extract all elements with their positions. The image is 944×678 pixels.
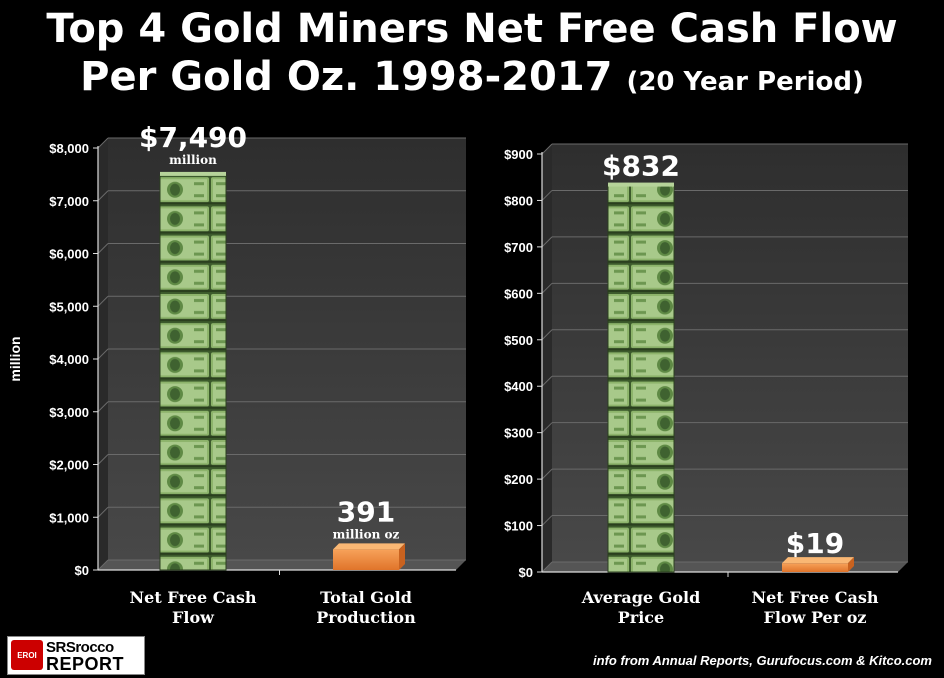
- gridline-diag: [541, 468, 553, 480]
- emblem-text: EROI: [17, 651, 37, 660]
- gridline-diag: [541, 143, 553, 155]
- x-category-label-line: Price: [618, 608, 664, 627]
- gridline-diag: [541, 375, 553, 387]
- logo-word-report: REPORT: [46, 654, 125, 674]
- y-tick-label: $600: [504, 286, 533, 301]
- gridline-diag: [541, 422, 553, 434]
- data-label-value: 391: [337, 495, 395, 528]
- gridline-diag: [97, 454, 109, 465]
- x-category-label: Total Gold Production: [316, 588, 416, 627]
- gridline-diag: [97, 137, 109, 149]
- y-tick-label: $400: [504, 379, 533, 394]
- chart-title-line1: Top 4 Gold Miners Net Free Cash Flow: [46, 6, 898, 52]
- gridline-diag: [541, 236, 553, 248]
- y-tick-label: $900: [504, 147, 533, 162]
- gridline-diag: [541, 561, 553, 573]
- x-category-label: Average Gold Price: [581, 588, 701, 627]
- gridline-diag: [97, 243, 109, 254]
- y-tick-label: $200: [504, 472, 533, 487]
- x-category-label-line: Net Free Cash: [752, 588, 879, 607]
- x-category-label-line: Net Free Cash: [130, 588, 257, 607]
- data-label-value: $7,490: [139, 121, 247, 154]
- y-tick-label: $0: [519, 565, 533, 580]
- data-label-value: $19: [786, 527, 844, 560]
- bar-orange: [782, 563, 848, 572]
- chart-left-net-free-cash-flow: $0 $1,000 $2,000 $3,000 $4,000 $5,000 $6,000 $7…: [7, 121, 466, 627]
- x-category-label-line: Flow Per oz: [764, 608, 867, 627]
- bar-money-top: [160, 171, 226, 176]
- bar-orange-top: [782, 557, 854, 564]
- y-tick-label: $1,000: [49, 510, 89, 525]
- gridline-diag: [97, 190, 109, 202]
- bar-money-stack: [607, 185, 675, 573]
- y-tick-label: $2,000: [49, 458, 89, 473]
- gridline-diag: [97, 559, 109, 571]
- plot-back-wall: [552, 144, 908, 562]
- y-tick-label: $7,000: [49, 194, 89, 209]
- logo-word-srsrocco: SRSrocco: [46, 639, 114, 656]
- y-tick-label: $0: [75, 563, 89, 578]
- gridline-diag: [97, 295, 109, 307]
- x-category-label: Net Free Cash Flow: [130, 588, 257, 627]
- x-category-label-line: Average Gold: [581, 588, 701, 607]
- y-tick-label: $6,000: [49, 247, 89, 262]
- srsrocco-logo: EROI SRSrocco REPORT: [7, 636, 145, 675]
- gridline-diag: [541, 329, 553, 341]
- x-category-label: Net Free Cash Flow Per oz: [752, 588, 879, 627]
- bar-orange-side: [399, 543, 405, 570]
- data-label-unit: million oz: [333, 527, 400, 541]
- gridline-diag: [97, 348, 109, 360]
- chart-right-gold-price: $0 $100 $200 $300 $400 $500 $600 $700 $800 $900 $8…: [504, 143, 908, 627]
- y-tick-label: $100: [504, 519, 533, 534]
- title-period-note: (20 Year Period): [626, 67, 864, 97]
- gridline-diag: [541, 282, 553, 294]
- bar-money-stack: [159, 174, 227, 571]
- eroi-emblem: EROI: [11, 640, 43, 670]
- gridline-diag: [97, 401, 109, 413]
- bar-orange: [333, 549, 399, 570]
- data-label-value: $832: [602, 150, 680, 183]
- source-footnote: info from Annual Reports, Gurufocus.com …: [593, 653, 932, 668]
- y-tick-label: $500: [504, 333, 533, 348]
- title-main-text: Per Gold Oz. 1998-2017: [80, 54, 613, 100]
- bar-orange-side: [848, 557, 854, 572]
- y-tick-label: $300: [504, 426, 533, 441]
- x-category-label-line: Production: [316, 608, 416, 627]
- y-tick-label: $800: [504, 193, 533, 208]
- y-axis-label: million: [7, 336, 23, 381]
- plot-floor: [98, 560, 466, 570]
- y-tick-label: $8,000: [49, 141, 89, 156]
- chart-title-line2: Per Gold Oz. 1998-2017 (20 Year Period): [0, 54, 944, 105]
- y-tick-label: $5,000: [49, 299, 89, 314]
- gridline-diag: [97, 506, 109, 518]
- bar-orange-top: [333, 543, 405, 550]
- data-label-unit: million: [169, 153, 217, 167]
- y-tick-label: $4,000: [49, 352, 89, 367]
- bar-money-top: [608, 182, 674, 187]
- x-category-label-line: Total Gold: [320, 588, 412, 607]
- gridline-diag: [541, 190, 553, 201]
- y-tick-label: $700: [504, 240, 533, 255]
- gridline-diag: [541, 515, 553, 526]
- plot-side-wall: [542, 144, 552, 572]
- x-category-label-line: Flow: [172, 608, 215, 627]
- y-tick-label: $3,000: [49, 405, 89, 420]
